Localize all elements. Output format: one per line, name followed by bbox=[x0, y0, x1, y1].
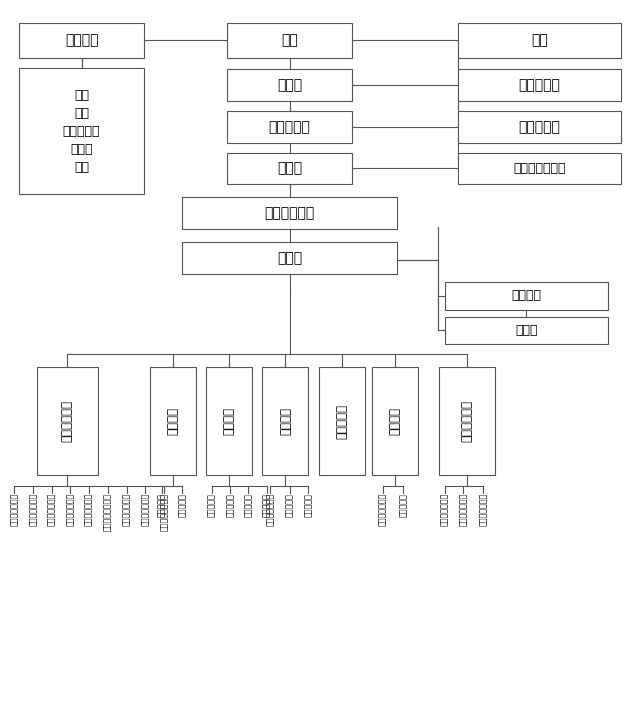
Text: 選手強化委員会: 選手強化委員会 bbox=[266, 493, 275, 526]
Bar bbox=[445, 282, 608, 310]
Text: 大会運営委員会: 大会運営委員会 bbox=[378, 493, 387, 526]
Text: 運営本部: 運営本部 bbox=[223, 408, 236, 435]
Bar bbox=[227, 69, 352, 101]
Text: 九州地区協議会: 九州地区協議会 bbox=[10, 493, 19, 526]
Text: 北海道地区協議会: 北海道地区協議会 bbox=[160, 493, 169, 531]
Text: 広報委員会: 広報委員会 bbox=[207, 493, 216, 517]
Bar bbox=[227, 111, 352, 143]
Bar bbox=[150, 367, 196, 475]
Text: 事務局長: 事務局長 bbox=[511, 289, 541, 302]
Bar bbox=[319, 367, 365, 475]
Text: 総務委員会: 総務委員会 bbox=[399, 493, 408, 517]
Bar bbox=[372, 367, 418, 475]
Text: 技術審査会: 技術審査会 bbox=[518, 120, 560, 134]
Bar bbox=[458, 23, 621, 58]
Text: 財務委員会: 財務委員会 bbox=[244, 493, 253, 517]
Text: 名誉会長: 名誉会長 bbox=[65, 33, 99, 48]
Text: 財務委員会: 財務委員会 bbox=[157, 493, 166, 517]
Text: 東信越地区協議会: 東信越地区協議会 bbox=[103, 493, 112, 531]
Text: 正副理事長会: 正副理事長会 bbox=[264, 206, 315, 220]
Bar bbox=[227, 153, 352, 184]
Bar bbox=[182, 197, 397, 229]
Text: 理事長: 理事長 bbox=[277, 161, 302, 176]
Text: 東海地区協議会: 東海地区協議会 bbox=[84, 493, 93, 526]
Text: 女性委員会: 女性委員会 bbox=[335, 404, 348, 438]
Text: 東北地区協議会: 東北地区協議会 bbox=[141, 493, 150, 526]
Bar bbox=[458, 153, 621, 184]
Text: 運営委員会: 運営委員会 bbox=[178, 493, 187, 517]
Bar bbox=[262, 367, 308, 475]
Bar bbox=[439, 367, 495, 475]
Bar bbox=[458, 69, 621, 101]
Text: 会長: 会長 bbox=[281, 33, 298, 48]
Text: 事業運営委員会: 事業運営委員会 bbox=[479, 493, 488, 526]
Text: 役員会: 役員会 bbox=[277, 251, 302, 265]
Text: 地区統括本部: 地区統括本部 bbox=[61, 400, 74, 442]
Text: 技術指導委員会: 技術指導委員会 bbox=[459, 493, 468, 526]
Text: 指導委員会: 指導委員会 bbox=[304, 493, 313, 517]
Text: 海外資格審議会: 海外資格審議会 bbox=[513, 162, 566, 175]
Text: 常任理事会: 常任理事会 bbox=[269, 120, 310, 134]
Bar bbox=[445, 317, 608, 344]
Text: 資格審査会: 資格審査会 bbox=[518, 78, 560, 92]
Text: 四国地区協議会: 四国地区協議会 bbox=[29, 493, 38, 526]
Text: 理事会: 理事会 bbox=[277, 78, 302, 92]
Text: 技術本部: 技術本部 bbox=[279, 408, 292, 435]
Text: 総務委員会: 総務委員会 bbox=[262, 493, 271, 517]
Text: 世界連盟本部: 世界連盟本部 bbox=[461, 400, 474, 442]
Text: 関西地区協議会: 関西地区協議会 bbox=[66, 493, 75, 526]
Text: 関東地区協議会: 関東地区協議会 bbox=[122, 493, 131, 526]
Bar bbox=[36, 367, 97, 475]
Bar bbox=[206, 367, 252, 475]
Bar bbox=[19, 23, 144, 58]
Bar bbox=[182, 242, 397, 274]
Text: 宗家: 宗家 bbox=[531, 33, 548, 48]
Bar bbox=[19, 68, 144, 194]
Text: 事業運営委員会: 事業運営委員会 bbox=[440, 493, 449, 526]
Text: 学連本部: 学連本部 bbox=[388, 408, 401, 435]
Text: 中国地区協議会: 中国地区協議会 bbox=[47, 493, 56, 526]
Bar bbox=[458, 111, 621, 143]
Text: 元老
顧問
常任相談役
相談役
参与: 元老 顧問 常任相談役 相談役 参与 bbox=[63, 89, 100, 174]
Text: 企画委員会: 企画委員会 bbox=[226, 493, 235, 517]
Text: 審判委員会: 審判委員会 bbox=[285, 493, 294, 517]
Bar bbox=[227, 23, 352, 58]
Text: 事務局: 事務局 bbox=[515, 324, 538, 337]
Text: 本部道場: 本部道場 bbox=[166, 408, 179, 435]
